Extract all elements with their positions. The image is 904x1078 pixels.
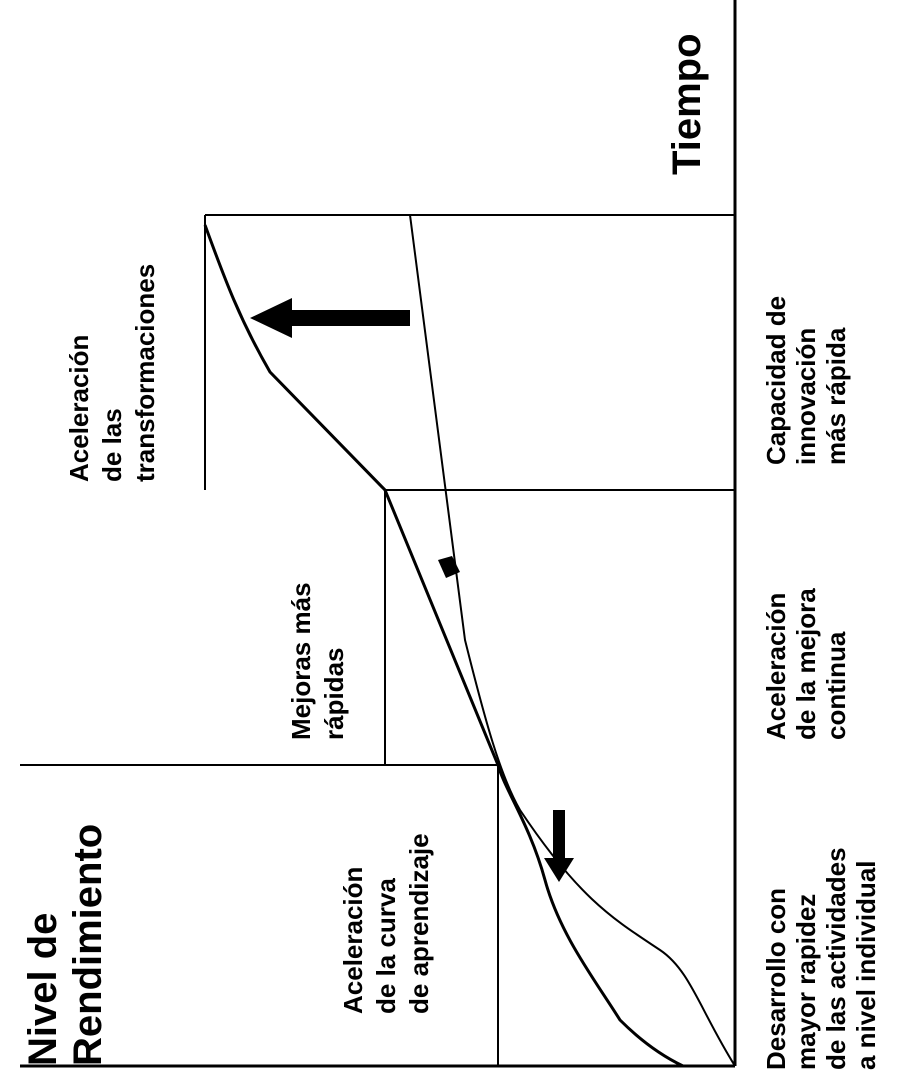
stage-box-2 [384,489,735,765]
stage-label-3: Aceleración de las transformaciones [64,264,160,482]
baseline-curve [409,214,736,1067]
arrow-small-stage-2 [438,556,460,578]
arrow-left-stage-3 [250,298,410,338]
stage-box-1 [20,764,499,1066]
bottom-label-3: Capacidad de innovación más rápida [761,289,851,465]
y-axis-label: Nivel de Rendimiento [21,824,110,1066]
x-axis-label: Tiempo [665,33,709,175]
stage-label-1: Aceleración de la curva de aprendizaje [338,833,434,1014]
stage-box-3 [204,214,735,490]
bottom-label-2: Aceleración de la mejora continua [761,581,851,740]
stage-label-2: Mejoras más rápidas [286,575,349,740]
arrow-down-stage-1 [544,810,574,882]
y-axis-label-line-1: Nivel de [21,913,65,1066]
x-axis-label-text: Tiempo [665,33,709,175]
accelerated-curve [203,224,684,1068]
y-axis-label-line-2: Rendimiento [66,824,110,1066]
bottom-label-1: Desarrollo con mayor rapidez de las acti… [761,840,881,1070]
